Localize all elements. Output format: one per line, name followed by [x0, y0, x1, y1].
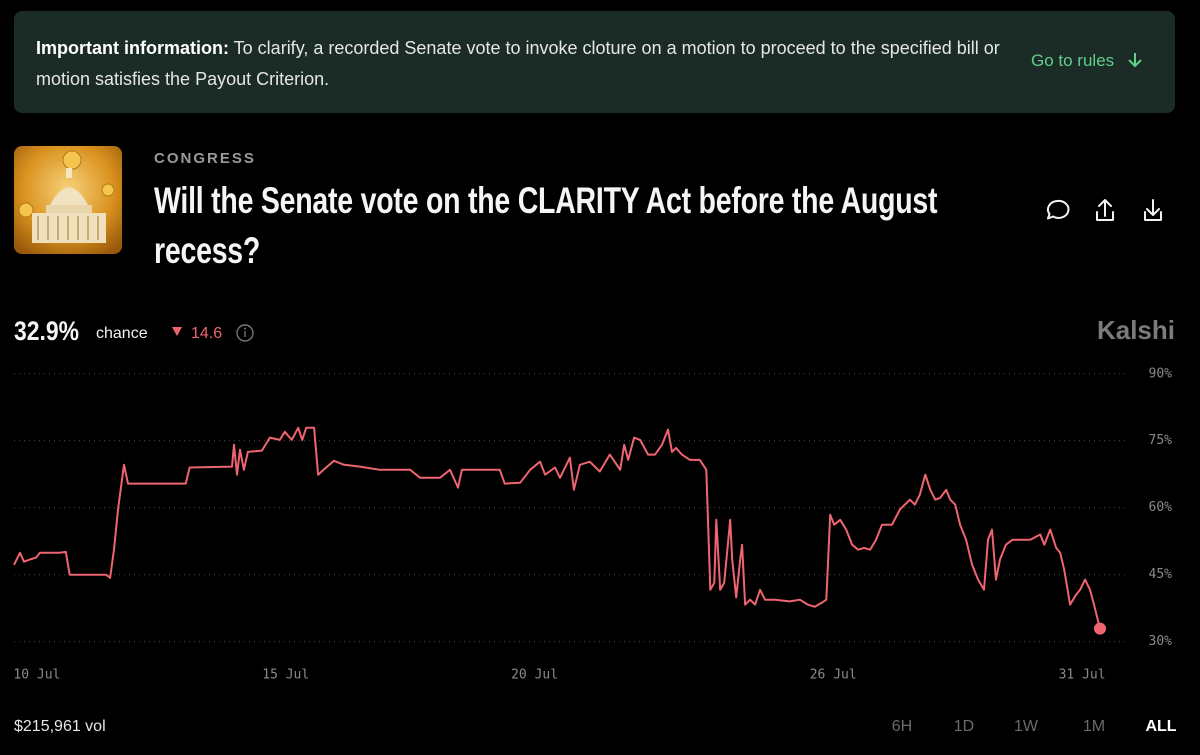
comment-icon[interactable] — [1046, 199, 1070, 220]
share-icon[interactable] — [1096, 199, 1114, 221]
y-tick-label: 30% — [1149, 634, 1173, 649]
down-arrow — [172, 327, 182, 336]
x-tick-label: 10 Jul — [13, 668, 60, 683]
download-icon[interactable] — [1144, 199, 1162, 221]
x-tick-label: 20 Jul — [511, 668, 558, 683]
x-tick-label: 26 Jul — [810, 668, 857, 683]
market-title: Will the Senate vote on the CLARITY Act … — [154, 180, 938, 271]
y-tick-label: 60% — [1149, 500, 1173, 515]
brand: Kalshi — [1097, 315, 1175, 345]
rules-text: Go to rules — [1031, 51, 1115, 70]
range-button[interactable]: 1W — [1014, 718, 1039, 735]
y-tick-label: 45% — [1149, 567, 1173, 582]
change-value: 14.6 — [191, 325, 222, 342]
price-line — [13, 426, 1101, 629]
banner-text: Important information: To clarify, a rec… — [36, 33, 1021, 95]
banner-label: Important information: — [36, 38, 229, 58]
thumbnail — [14, 146, 122, 254]
x-tick-label: 31 Jul — [1059, 668, 1106, 683]
range-button[interactable]: 6H — [892, 718, 912, 735]
range-button[interactable]: 1M — [1083, 718, 1105, 735]
rules-link[interactable]: Go to rules — [1031, 51, 1143, 71]
last-point — [1094, 622, 1106, 635]
volume: $215,961 vol — [14, 718, 106, 735]
chance-value: 32.9% — [14, 316, 79, 346]
banner-body: To clarify, a recorded Senate vote to in… — [36, 38, 1000, 89]
arrow-icon — [1128, 53, 1142, 68]
banner: Important information: To clarify, a rec… — [14, 11, 1175, 113]
range-button[interactable]: ALL — [1145, 718, 1176, 735]
y-tick-label: 90% — [1149, 366, 1173, 381]
y-tick-label: 75% — [1149, 433, 1173, 448]
chance-label: chance — [96, 325, 148, 342]
info-icon[interactable] — [236, 324, 254, 342]
x-tick-label: 15 Jul — [262, 668, 309, 683]
range-button[interactable]: 1D — [954, 718, 974, 735]
category: CONGRESS — [154, 150, 256, 167]
